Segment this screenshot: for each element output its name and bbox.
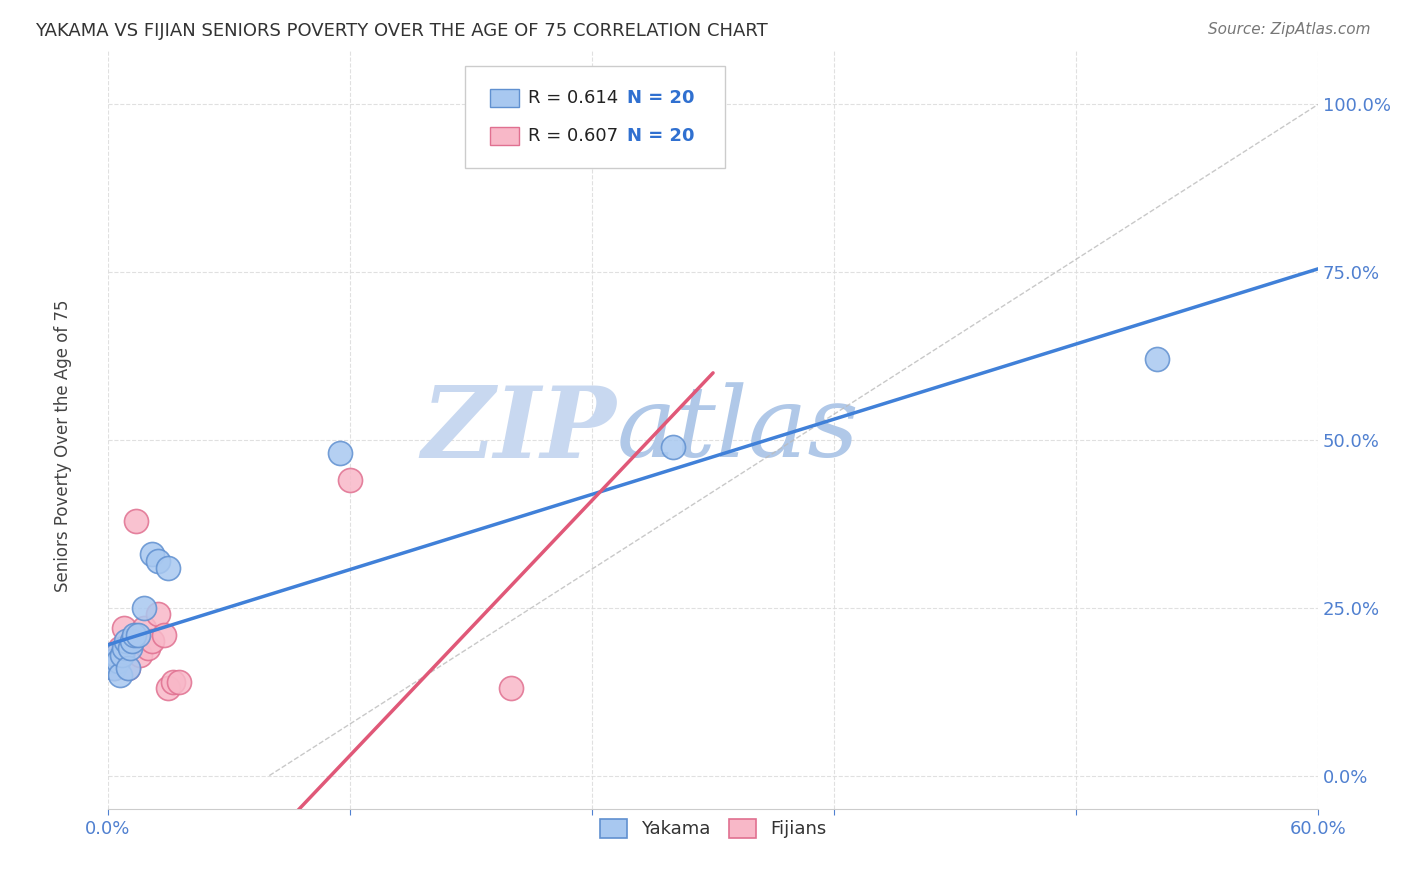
Point [117, 661, 139, 675]
Point [134, 621, 156, 635]
Point [122, 627, 145, 641]
Point [162, 674, 184, 689]
Point [111, 648, 134, 662]
Point [661, 440, 683, 454]
FancyBboxPatch shape [491, 89, 519, 107]
Point [115, 634, 138, 648]
Point [105, 648, 128, 662]
Text: atlas: atlas [616, 383, 859, 477]
Point [157, 681, 180, 696]
Point [129, 648, 152, 662]
Point [103, 661, 125, 675]
Point [141, 634, 163, 648]
Text: N = 20: N = 20 [627, 128, 695, 145]
FancyBboxPatch shape [465, 66, 725, 169]
Text: R = 0.614: R = 0.614 [527, 89, 619, 107]
Point [112, 641, 135, 656]
Text: Seniors Poverty Over the Age of 75: Seniors Poverty Over the Age of 75 [55, 300, 72, 592]
Point [112, 621, 135, 635]
Point [157, 560, 180, 574]
Point [111, 648, 134, 662]
Point [501, 681, 523, 696]
Point [125, 514, 148, 528]
Text: Source: ZipAtlas.com: Source: ZipAtlas.com [1208, 22, 1371, 37]
Point [120, 641, 142, 656]
Point [101, 655, 124, 669]
FancyBboxPatch shape [491, 128, 519, 145]
Point [121, 634, 143, 648]
Point [136, 641, 159, 656]
Point [108, 668, 131, 682]
Text: N = 20: N = 20 [627, 89, 695, 107]
Point [329, 446, 352, 460]
Point [339, 473, 361, 487]
Point [581, 118, 603, 132]
Point [148, 554, 170, 568]
Point [141, 547, 163, 561]
Text: YAKAMA VS FIJIAN SENIORS POVERTY OVER THE AGE OF 75 CORRELATION CHART: YAKAMA VS FIJIAN SENIORS POVERTY OVER TH… [35, 22, 768, 40]
Text: ZIP: ZIP [422, 382, 616, 478]
Point [103, 661, 125, 675]
Legend: Yakama, Fijians: Yakama, Fijians [592, 812, 834, 846]
Point [121, 634, 143, 648]
Point [153, 627, 176, 641]
Point [107, 655, 129, 669]
Point [117, 661, 139, 675]
Text: R = 0.607: R = 0.607 [527, 128, 619, 145]
Point [108, 641, 131, 656]
Point [127, 627, 149, 641]
Point [134, 600, 156, 615]
Point [167, 674, 190, 689]
Point [148, 607, 170, 622]
Point [107, 655, 129, 669]
Point [1146, 352, 1168, 367]
